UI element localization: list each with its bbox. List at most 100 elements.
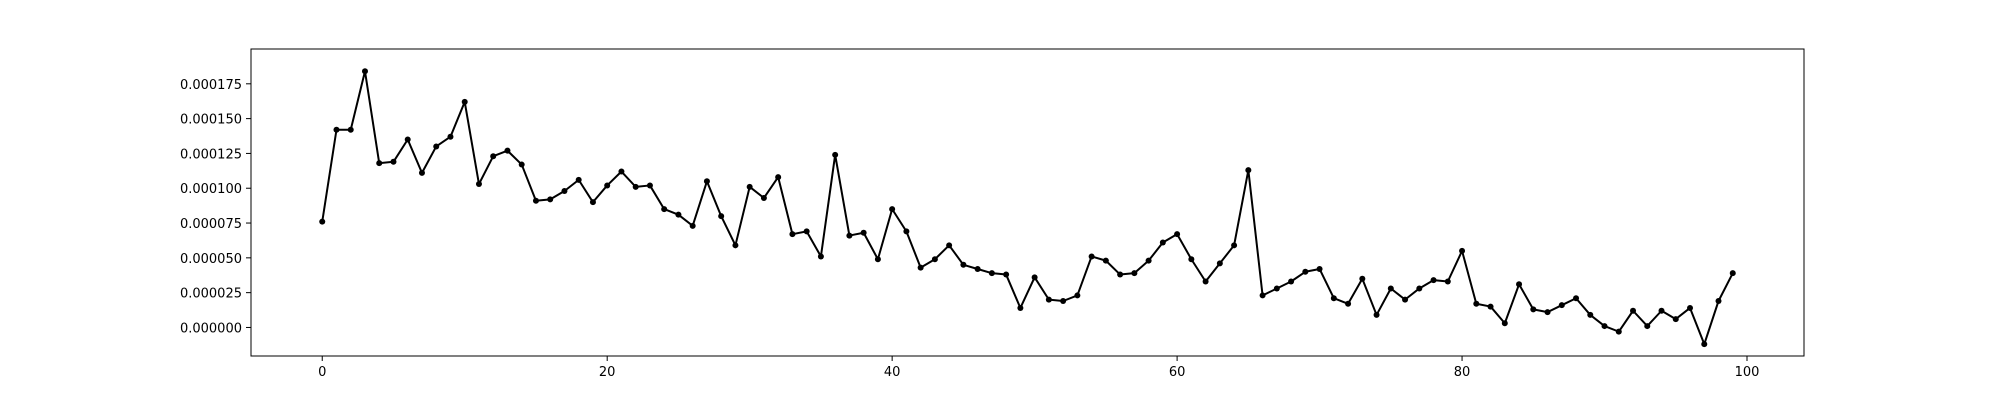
data-point [1117, 271, 1124, 278]
data-point [1088, 253, 1095, 260]
y-tick-label: 0.000025 [180, 287, 242, 302]
data-point [889, 206, 896, 213]
data-point [946, 242, 953, 249]
data-point [1145, 257, 1152, 264]
data-point [518, 161, 525, 168]
data-point [974, 265, 981, 272]
data-point [1416, 285, 1423, 292]
data-point [1074, 292, 1081, 299]
y-axis: 0.000000 0.000025 0.000050 0.000075 0.000100… [180, 78, 251, 336]
y-tick-label: 0.000050 [180, 252, 242, 267]
data-point [1359, 275, 1366, 282]
data-point [1444, 278, 1451, 285]
x-tick-label: 20 [599, 365, 616, 380]
data-point [1501, 320, 1508, 327]
data-point [475, 181, 482, 188]
data-point [618, 168, 625, 175]
x-tick-label: 40 [884, 365, 901, 380]
data-point [1516, 281, 1523, 288]
data-point [931, 256, 938, 263]
data-point [1245, 167, 1252, 174]
data-point [1729, 270, 1736, 277]
data-point [319, 218, 326, 225]
data-point [1302, 268, 1309, 275]
data-point [1701, 341, 1708, 348]
data-point [775, 174, 782, 181]
data-point [1330, 295, 1337, 302]
data-point [1601, 323, 1608, 330]
data-point [746, 183, 753, 190]
data-point [561, 188, 568, 195]
data-point [1530, 306, 1537, 313]
y-tick-label: 0.000150 [180, 113, 242, 128]
plot-area [319, 68, 1736, 348]
data-point [1387, 285, 1394, 292]
data-point [461, 98, 468, 105]
data-point [1473, 300, 1480, 307]
data-point [1102, 257, 1109, 264]
data-point [433, 143, 440, 150]
data-point [846, 232, 853, 239]
data-point [1544, 309, 1551, 316]
y-tick-label: 0.000100 [180, 182, 242, 197]
data-point [361, 68, 368, 75]
data-point [732, 242, 739, 249]
data-point [1687, 304, 1694, 311]
data-point [960, 261, 967, 268]
data-point [689, 222, 696, 229]
data-point [703, 178, 710, 185]
data-point [418, 169, 425, 176]
data-point [376, 160, 383, 167]
data-point [1573, 295, 1580, 302]
data-point [1658, 307, 1665, 314]
data-point [874, 256, 881, 263]
data-point [1402, 296, 1409, 303]
data-point [1259, 292, 1266, 299]
y-tick-label: 0.000000 [180, 321, 242, 336]
x-tick-label: 60 [1169, 365, 1186, 380]
data-point [1558, 302, 1565, 309]
data-point [1345, 300, 1352, 307]
data-point [1003, 271, 1010, 278]
data-point [347, 126, 354, 133]
data-point [575, 176, 582, 183]
data-point [760, 194, 767, 201]
data-point [789, 231, 796, 238]
data-point [589, 199, 596, 206]
data-point [1131, 270, 1138, 277]
data-point [1188, 256, 1195, 263]
data-point [1715, 298, 1722, 305]
data-point [832, 151, 839, 158]
data-point [1045, 296, 1052, 303]
data-point [661, 206, 668, 213]
data-point [1288, 278, 1295, 285]
x-tick-label: 100 [1735, 365, 1760, 380]
data-point [1587, 311, 1594, 318]
data-point [504, 147, 511, 154]
y-tick-label: 0.000175 [180, 78, 242, 93]
data-point [1060, 298, 1067, 305]
data-point [903, 228, 910, 235]
data-point [718, 213, 725, 220]
data-point [1615, 328, 1622, 335]
data-point [333, 126, 340, 133]
data-point [1630, 307, 1637, 314]
plot-frame [250, 48, 1805, 357]
data-point [803, 228, 810, 235]
data-point [390, 158, 397, 165]
x-tick-label: 80 [1454, 365, 1471, 380]
data-point [404, 136, 411, 143]
data-point [1644, 323, 1651, 330]
data-point [490, 153, 497, 160]
data-point [646, 182, 653, 189]
data-point [1373, 311, 1380, 318]
data-point [447, 133, 454, 140]
data-point [860, 229, 867, 236]
data-point [917, 264, 924, 271]
data-point [632, 183, 639, 190]
data-point [1487, 303, 1494, 310]
x-tick-label: 0 [318, 365, 326, 380]
data-point [1430, 277, 1437, 284]
data-point [1231, 242, 1238, 249]
